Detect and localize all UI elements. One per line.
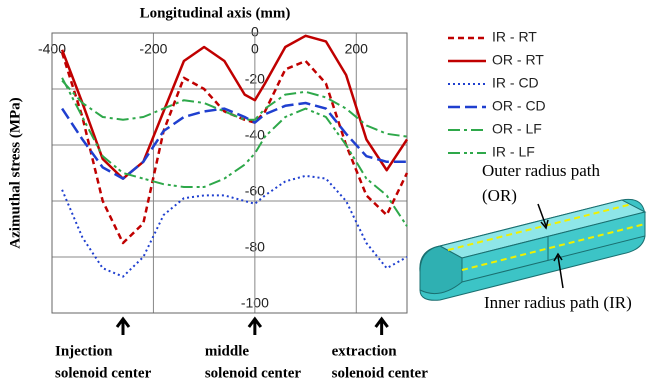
annotation-text: solenoid center — [332, 365, 429, 381]
annotation-arrow — [249, 319, 261, 335]
annotation-text: solenoid center — [205, 365, 302, 381]
plot-frame — [52, 33, 407, 313]
annotation-arrow — [376, 319, 388, 335]
legend-label: OR - CD — [492, 98, 546, 114]
figure: Longitudinal axis (mm) Azimuthal stress … — [0, 0, 660, 383]
annotation-arrow — [117, 319, 129, 335]
annotation-text: solenoid center — [55, 365, 152, 381]
legend-label: IR - CD — [492, 75, 539, 91]
legend-label: OR - LF — [492, 121, 542, 137]
annotation-text: middle — [205, 343, 250, 359]
legend-label: IR - LF — [492, 144, 535, 160]
x-tick-label: 200 — [345, 41, 369, 57]
chart-title: Longitudinal axis (mm) — [140, 5, 291, 21]
legend-label: IR - RT — [492, 29, 537, 45]
model-label: Outer radius path — [482, 161, 601, 180]
series-line — [62, 36, 407, 179]
model-illustration — [420, 199, 645, 300]
legend-label: OR - RT — [492, 52, 544, 68]
annotation-text: extraction — [332, 343, 398, 359]
model-label: Inner radius path (IR) — [484, 293, 632, 312]
series-line — [62, 53, 407, 243]
model-label: (OR) — [482, 186, 517, 205]
y-axis-label: Azimuthal stress (MPa) — [7, 97, 23, 248]
x-tick-label: 0 — [251, 41, 259, 57]
annotation-text: Injection — [55, 343, 113, 359]
x-tick-label: -200 — [139, 41, 167, 57]
